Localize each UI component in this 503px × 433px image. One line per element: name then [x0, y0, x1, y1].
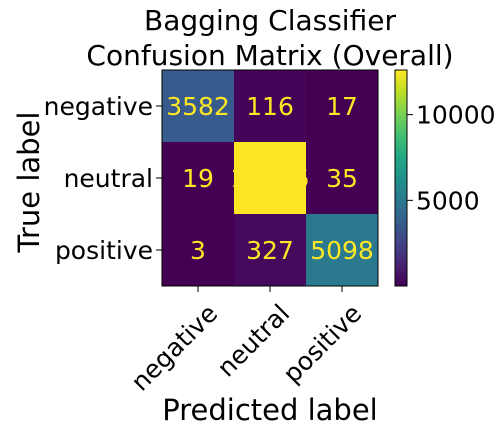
cell-neutral-negative — [162, 142, 234, 214]
cell-value-label: 327 — [246, 236, 294, 265]
y-tick-label-negative: negative — [44, 92, 153, 121]
cell-negative-positive — [306, 70, 378, 142]
cell-positive-positive — [306, 214, 378, 286]
colorbar-tick-label: 5000 — [416, 186, 480, 215]
cell-negative-negative — [162, 70, 234, 142]
cell-value-label: 3582 — [166, 92, 230, 121]
cell-positive-neutral — [234, 214, 306, 286]
colorbar: 5000 10000 — [394, 69, 496, 287]
colorbar-tick-label: 10000 — [416, 101, 496, 130]
cell-neutral-positive — [306, 142, 378, 214]
cell-value-label: 116 — [246, 92, 294, 121]
x-axis-label: Predicted label — [162, 393, 378, 427]
y-tick-label-neutral: neutral — [64, 164, 153, 193]
cell-value-label: 12605 — [230, 164, 310, 193]
y-tick-label-positive: positive — [55, 236, 153, 265]
cell-value-label: 19 — [182, 164, 214, 193]
cell-value-label: 3 — [190, 236, 206, 265]
cell-negative-neutral — [234, 70, 306, 142]
x-tick-label-negative: negative — [125, 299, 223, 397]
cell-annotations: 3582 116 17 19 12605 35 3 327 5098 — [166, 92, 374, 265]
x-tick-label-positive: positive — [277, 299, 367, 389]
y-axis-ticks: negative neutral positive — [44, 92, 162, 265]
cell-value-label: 5098 — [310, 236, 374, 265]
cell-value-label: 17 — [326, 92, 358, 121]
y-axis-label: True label — [12, 112, 46, 254]
cell-neutral-neutral — [234, 142, 306, 214]
title-line-1: Bagging Classifier — [144, 4, 396, 37]
heatmap-cells — [162, 70, 378, 286]
title-line-2: Confusion Matrix (Overall) — [86, 39, 453, 72]
cell-positive-negative — [162, 214, 234, 286]
cell-value-label: 35 — [326, 164, 358, 193]
colorbar-gradient — [394, 69, 408, 287]
